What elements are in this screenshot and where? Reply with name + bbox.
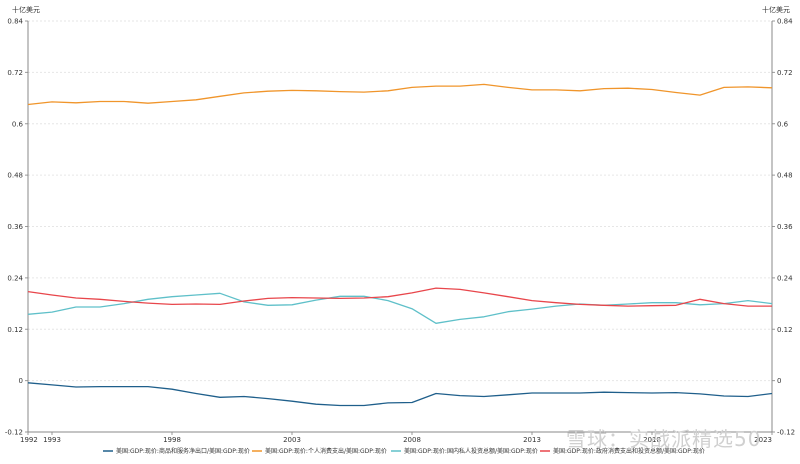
left-y-tick-label: 0.84: [7, 18, 23, 26]
x-tick-label: 2023: [754, 436, 772, 444]
right-y-tick-label: -0.12: [777, 429, 795, 437]
legend-label: 美国:GDP:现价:个人消费支出/美国:GDP:现价: [265, 447, 387, 455]
left-y-tick-label: 0.48: [7, 172, 23, 180]
right-y-tick-label: 0.6: [777, 120, 789, 128]
axes: 十亿美元 十亿美元: [12, 5, 790, 433]
left-y-tick-label: 0.6: [12, 120, 24, 128]
legend-label: 美国:GDP:现价:政府消费支出和投资总额/美国:GDP:现价: [553, 447, 705, 455]
legend-item-2[interactable]: 美国:GDP:现价:国内私人投资总额/美国:GDP:现价: [391, 447, 538, 455]
left-y-unit-label: 十亿美元: [12, 5, 40, 14]
left-y-tick-label: 0.36: [7, 223, 23, 231]
x-tick-label: 1998: [163, 436, 181, 444]
left-y-tick-label: 0.72: [7, 69, 23, 77]
left-y-tick-label: -0.12: [5, 429, 23, 437]
left-y-tick-label: 0.24: [7, 274, 23, 282]
right-y-tick-label: 0.48: [777, 172, 793, 180]
series-line-3: [27, 287, 772, 307]
left-y-tick-label: 0.12: [7, 326, 23, 334]
legend-item-1[interactable]: 美国:GDP:现价:个人消费支出/美国:GDP:现价: [252, 447, 387, 455]
x-tick-label: 1993: [43, 436, 61, 444]
right-y-unit-label: 十亿美元: [762, 5, 790, 14]
legend-item-0[interactable]: 美国:GDP:现价:商品和服务净出口/美国:GDP:现价: [103, 447, 250, 455]
x-tick-label: 2008: [403, 436, 421, 444]
x-tick-label: 2013: [523, 436, 541, 444]
x-tick-label: 2018: [643, 436, 661, 444]
tick-labels: -0.12 -0.12 0 0 0.12 0.12 0.24 0.24 0.36 0.36 0.48…: [5, 18, 795, 445]
right-y-tick-label: 0.84: [777, 18, 793, 26]
series-line-1: [27, 83, 773, 106]
grid-layer: [25, 20, 775, 435]
legend-label: 美国:GDP:现价:商品和服务净出口/美国:GDP:现价: [116, 447, 250, 455]
series-line-0: [27, 382, 773, 407]
right-y-tick-label: 0: [777, 377, 781, 385]
left-y-tick-label: 0: [19, 377, 23, 385]
right-y-tick-label: 0.72: [777, 69, 793, 77]
right-y-tick-label: 0.24: [777, 274, 793, 282]
legend[interactable]: 美国:GDP:现价:商品和服务净出口/美国:GDP:现价 美国:GDP:现价:个人…: [103, 447, 705, 455]
watermark-text: 雪球：实战派精选50: [566, 427, 761, 451]
legend-item-3[interactable]: 美国:GDP:现价:政府消费支出和投资总额/美国:GDP:现价: [540, 447, 705, 455]
right-y-tick-label: 0.36: [777, 223, 793, 231]
x-tick-label: 2003: [283, 436, 301, 444]
x-tick-label: 1992: [20, 436, 38, 444]
series-line-2: [27, 292, 773, 324]
legend-label: 美国:GDP:现价:国内私人投资总额/美国:GDP:现价: [404, 447, 538, 455]
series-lines: [27, 83, 773, 407]
right-y-tick-label: 0.12: [777, 326, 793, 334]
